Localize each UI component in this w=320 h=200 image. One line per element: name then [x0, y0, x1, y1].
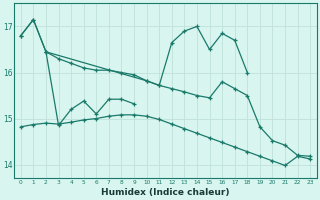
X-axis label: Humidex (Indice chaleur): Humidex (Indice chaleur) — [101, 188, 230, 197]
